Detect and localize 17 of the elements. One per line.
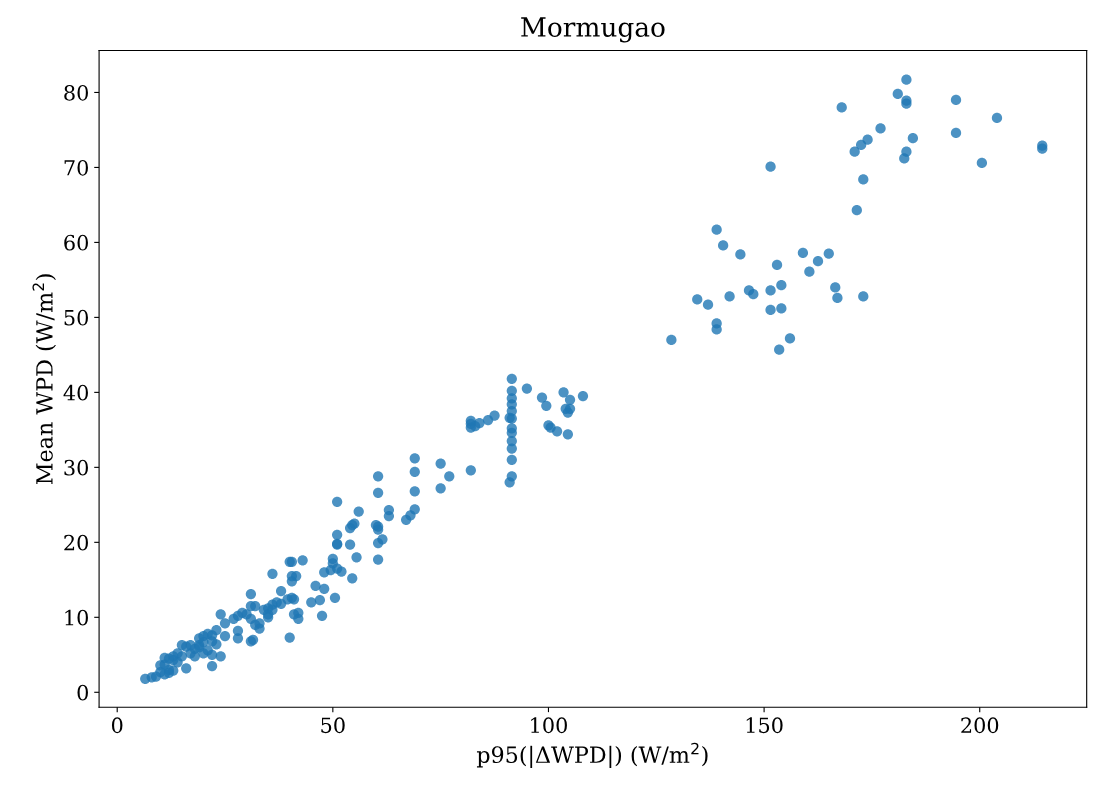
x-tick-label: 100 xyxy=(531,717,567,734)
y-tick-label: 40 xyxy=(63,384,88,401)
x-tick-label: 200 xyxy=(961,717,999,734)
y-tick-label: 0 xyxy=(77,684,88,701)
y-tick-label: 10 xyxy=(65,609,88,626)
y-axis-title: Mean WPD (W/m$^{2}$) xyxy=(32,274,56,485)
chart-title: Mormugao xyxy=(521,17,665,43)
x-tick-label: 0 xyxy=(111,717,123,734)
x-tick-label: 50 xyxy=(321,717,345,734)
y-tick-label: 50 xyxy=(64,309,88,326)
y-tick-label: 60 xyxy=(64,234,88,251)
y-tick-label: 30 xyxy=(64,459,88,476)
x-tick-label: 150 xyxy=(746,717,783,734)
y-tick-label: 70 xyxy=(64,159,88,176)
y-tick-label: 20 xyxy=(64,534,88,551)
y-tick-label: 80 xyxy=(64,84,88,101)
x-axis-title: p95(|ΔWPD|) (W/m$^{2}$) xyxy=(476,742,708,769)
